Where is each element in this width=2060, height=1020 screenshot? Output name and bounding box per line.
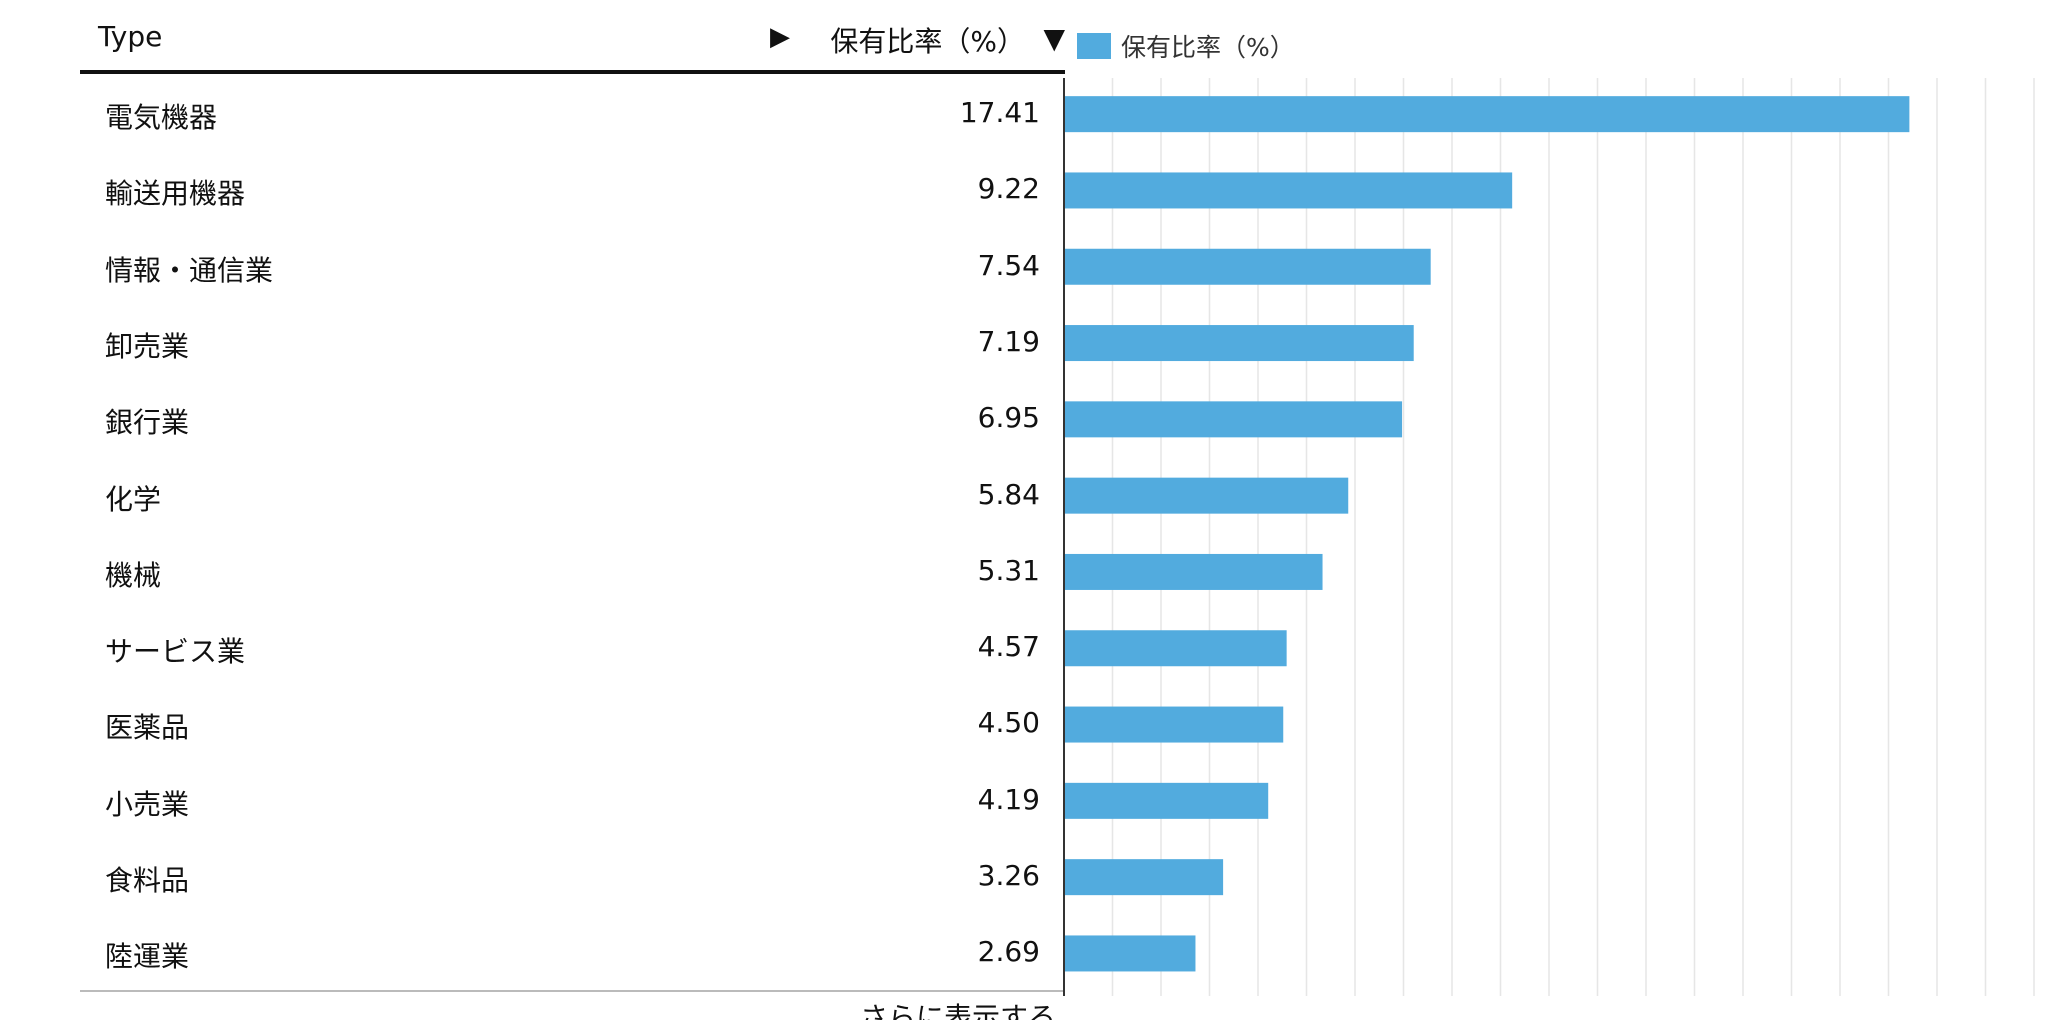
table-bottom-divider [80, 990, 1065, 992]
row-value: 7.54 [977, 248, 1040, 282]
row-label: 輸送用機器 [105, 177, 246, 211]
row-label: 電気機器 [105, 101, 218, 134]
row-value: 6.95 [977, 401, 1040, 435]
row-value: 7.19 [977, 324, 1040, 358]
row-label: 銀行業 [105, 406, 190, 440]
row-value: 4.57 [977, 630, 1040, 664]
row-value: 9.22 [977, 172, 1040, 206]
bar[interactable] [1065, 477, 1349, 514]
bar[interactable] [1065, 325, 1414, 362]
row-value: 4.50 [977, 706, 1040, 740]
row-label: 機械 [105, 558, 162, 592]
bar[interactable] [1065, 782, 1269, 819]
legend-swatch [1077, 33, 1111, 59]
row-label: 情報・通信業 [105, 253, 274, 287]
column-header-type[interactable]: Type [98, 20, 163, 53]
table-row[interactable]: 銀行業 6.95 [80, 379, 1065, 455]
table-row[interactable]: 卸売業 7.19 [80, 303, 1065, 379]
table-row[interactable]: 輸送用機器 9.22 [80, 150, 1065, 226]
chart-legend: 保有比率（%） [1077, 28, 1295, 64]
bar[interactable] [1065, 172, 1513, 209]
bar[interactable] [1065, 935, 1196, 972]
row-value: 17.41 [959, 96, 1040, 129]
row-value: 5.84 [977, 477, 1040, 511]
bar[interactable] [1065, 401, 1403, 438]
bar[interactable] [1065, 248, 1431, 285]
table-row[interactable]: 機械 5.31 [80, 532, 1065, 608]
bar[interactable] [1065, 859, 1224, 896]
column-header-ratio[interactable]: 保有比率（%） [830, 25, 1025, 58]
row-value: 2.69 [977, 935, 1040, 969]
sort-descending-icon[interactable]: ▼ [1043, 22, 1065, 55]
table-header: Type ▶ 保有比率（%） ▼ [80, 0, 1065, 74]
table-row[interactable]: 情報・通信業 7.54 [80, 227, 1065, 303]
table-row[interactable]: 化学 5.84 [80, 456, 1065, 532]
expand-triangle-icon[interactable]: ▶ [770, 22, 790, 52]
row-label: 小売業 [105, 787, 190, 821]
table-row[interactable]: 医薬品 4.50 [80, 684, 1065, 760]
table-row[interactable]: サービス業 4.57 [80, 608, 1065, 684]
table-row[interactable]: 食料品 3.26 [80, 837, 1065, 913]
row-label: 卸売業 [105, 329, 190, 363]
row-label: 食料品 [105, 864, 190, 897]
row-label: 医薬品 [105, 711, 190, 745]
table-row[interactable]: 小売業 4.19 [80, 761, 1065, 837]
show-more-link[interactable]: さらに表示する [860, 1001, 1057, 1020]
bar[interactable] [1065, 630, 1287, 667]
row-label: 化学 [105, 482, 162, 516]
row-label: 陸運業 [105, 940, 190, 974]
table-row[interactable]: 陸運業 2.69 [80, 913, 1065, 989]
table-row[interactable]: 電気機器 17.41 [80, 74, 1065, 150]
bar[interactable] [1065, 96, 1910, 133]
bar[interactable] [1065, 553, 1323, 590]
row-label: サービス業 [105, 635, 246, 669]
row-value: 4.19 [977, 782, 1040, 816]
row-value: 3.26 [977, 859, 1040, 892]
bar[interactable] [1065, 706, 1284, 743]
legend-label: 保有比率（%） [1121, 33, 1295, 62]
row-value: 5.31 [977, 553, 1040, 587]
